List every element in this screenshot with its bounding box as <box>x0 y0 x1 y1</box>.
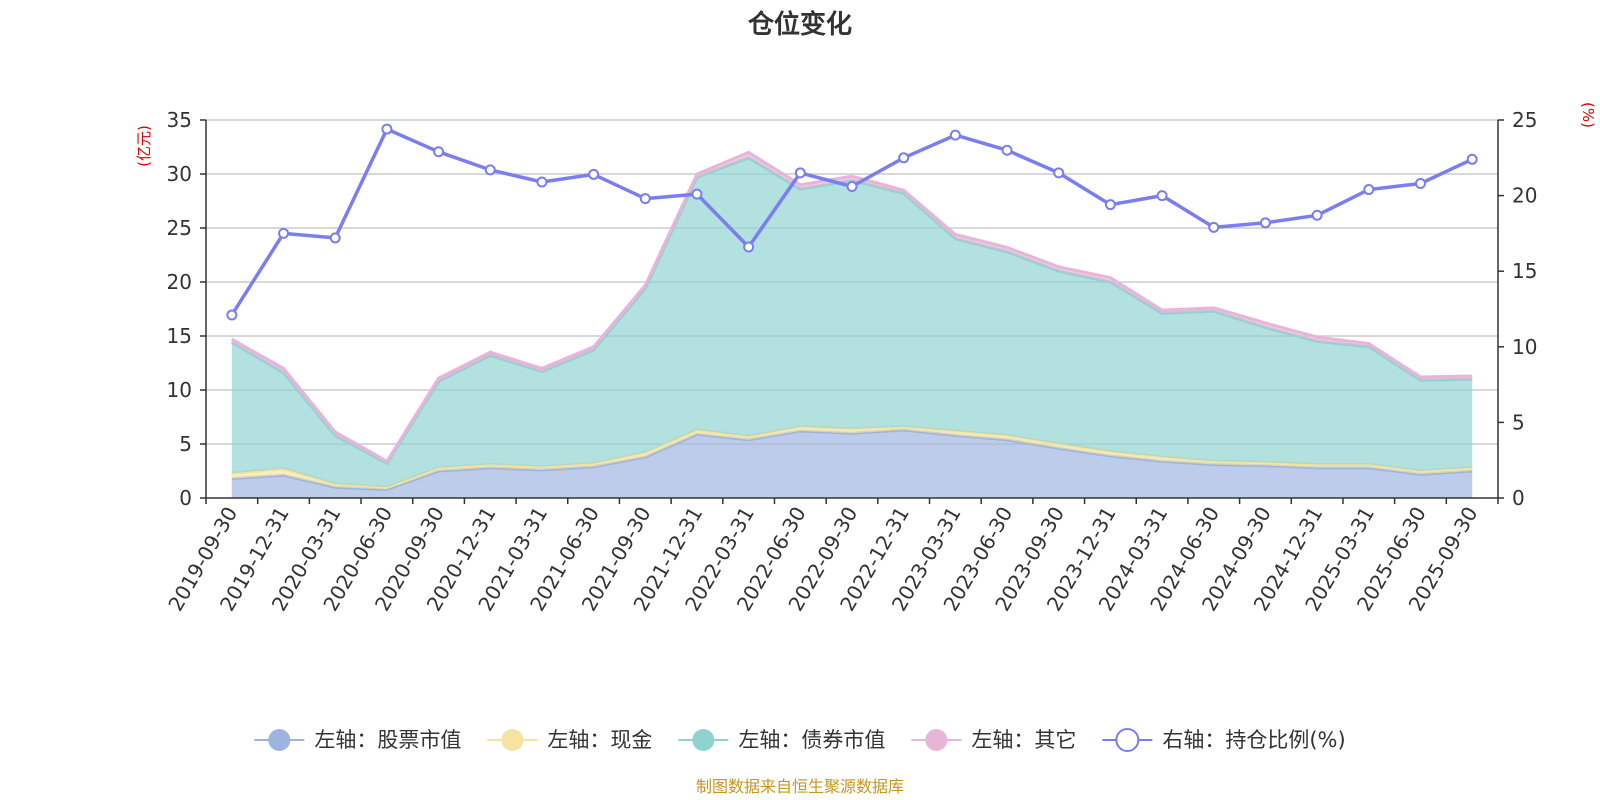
ratio-point <box>588 168 600 180</box>
right-tick-label: 20 <box>1512 184 1537 208</box>
right-tick-label: 25 <box>1512 108 1537 132</box>
ratio-point <box>1104 199 1116 211</box>
ratio-point <box>1053 167 1065 179</box>
legend-marker <box>1115 728 1140 752</box>
ratio-point <box>1466 153 1478 165</box>
ratio-point <box>1311 209 1323 221</box>
ratio-point <box>743 241 755 253</box>
ratio-point <box>1208 221 1220 233</box>
area-3 <box>231 157 1473 488</box>
left-tick-label: 0 <box>179 486 192 510</box>
ratio-point <box>484 164 496 176</box>
right-tick-label: 15 <box>1512 259 1537 283</box>
ratio-point <box>536 176 548 188</box>
ratio-point <box>1001 144 1013 156</box>
legend-label: 左轴：现金 <box>547 728 652 752</box>
ratio-point <box>949 129 961 141</box>
left-axis-unit: (亿元) <box>135 125 153 167</box>
ratio-point <box>898 152 910 164</box>
right-tick-label: 10 <box>1512 335 1537 359</box>
ratio-point <box>1259 217 1271 229</box>
left-tick-label: 20 <box>167 270 192 294</box>
ratio-point <box>278 227 290 239</box>
legend-item-4[interactable]: 左轴：其它 <box>911 728 1076 752</box>
legend: 左轴：股票市值 左轴：现金 左轴：债券市值 左轴：其它 右轴：持仓比例(%) <box>254 728 1346 752</box>
ratio-point <box>381 123 393 135</box>
ratio-point <box>433 146 445 158</box>
legend-marker <box>501 729 524 751</box>
legend-label: 左轴：其它 <box>971 728 1076 752</box>
ratio-point <box>1414 178 1426 190</box>
ratio-point <box>794 167 806 179</box>
legend-label: 左轴：股票市值 <box>314 728 461 752</box>
ratio-point <box>1363 184 1375 196</box>
right-tick-label: 0 <box>1512 486 1525 510</box>
ratio-point <box>639 193 651 205</box>
left-tick-label: 10 <box>167 378 192 402</box>
ratio-point <box>846 181 858 193</box>
legend-item-3[interactable]: 左轴：债券市值 <box>678 728 885 752</box>
left-tick-label: 35 <box>167 108 192 132</box>
area-edge-4 <box>231 150 1473 464</box>
chart-title: 仓位变化 <box>747 9 852 40</box>
source-note: 制图数据来自恒生聚源数据库 <box>696 777 904 796</box>
legend-item-5[interactable]: 右轴：持仓比例(%) <box>1102 728 1346 752</box>
left-tick-label: 30 <box>167 162 192 186</box>
right-tick-label: 5 <box>1512 410 1525 434</box>
area-1 <box>231 430 1473 498</box>
left-tick-label: 25 <box>167 216 192 240</box>
ratio-point <box>1156 190 1168 202</box>
right-axis-unit: (%) <box>1579 102 1597 128</box>
legend-marker <box>692 729 715 751</box>
legend-item-1[interactable]: 左轴：股票市值 <box>254 728 461 752</box>
legend-item-2[interactable]: 左轴：现金 <box>487 728 652 752</box>
ratio-point <box>329 232 341 244</box>
ratio-line-series <box>226 123 1478 321</box>
legend-label: 左轴：债券市值 <box>738 728 885 752</box>
legend-marker <box>925 729 948 751</box>
left-tick-label: 15 <box>167 324 192 348</box>
legend-marker <box>268 729 291 751</box>
ratio-point <box>226 309 238 321</box>
ratio-point <box>691 188 703 200</box>
stacked-areas <box>231 150 1473 498</box>
legend-label: 右轴：持仓比例(%) <box>1162 728 1345 752</box>
left-tick-label: 5 <box>179 432 192 456</box>
